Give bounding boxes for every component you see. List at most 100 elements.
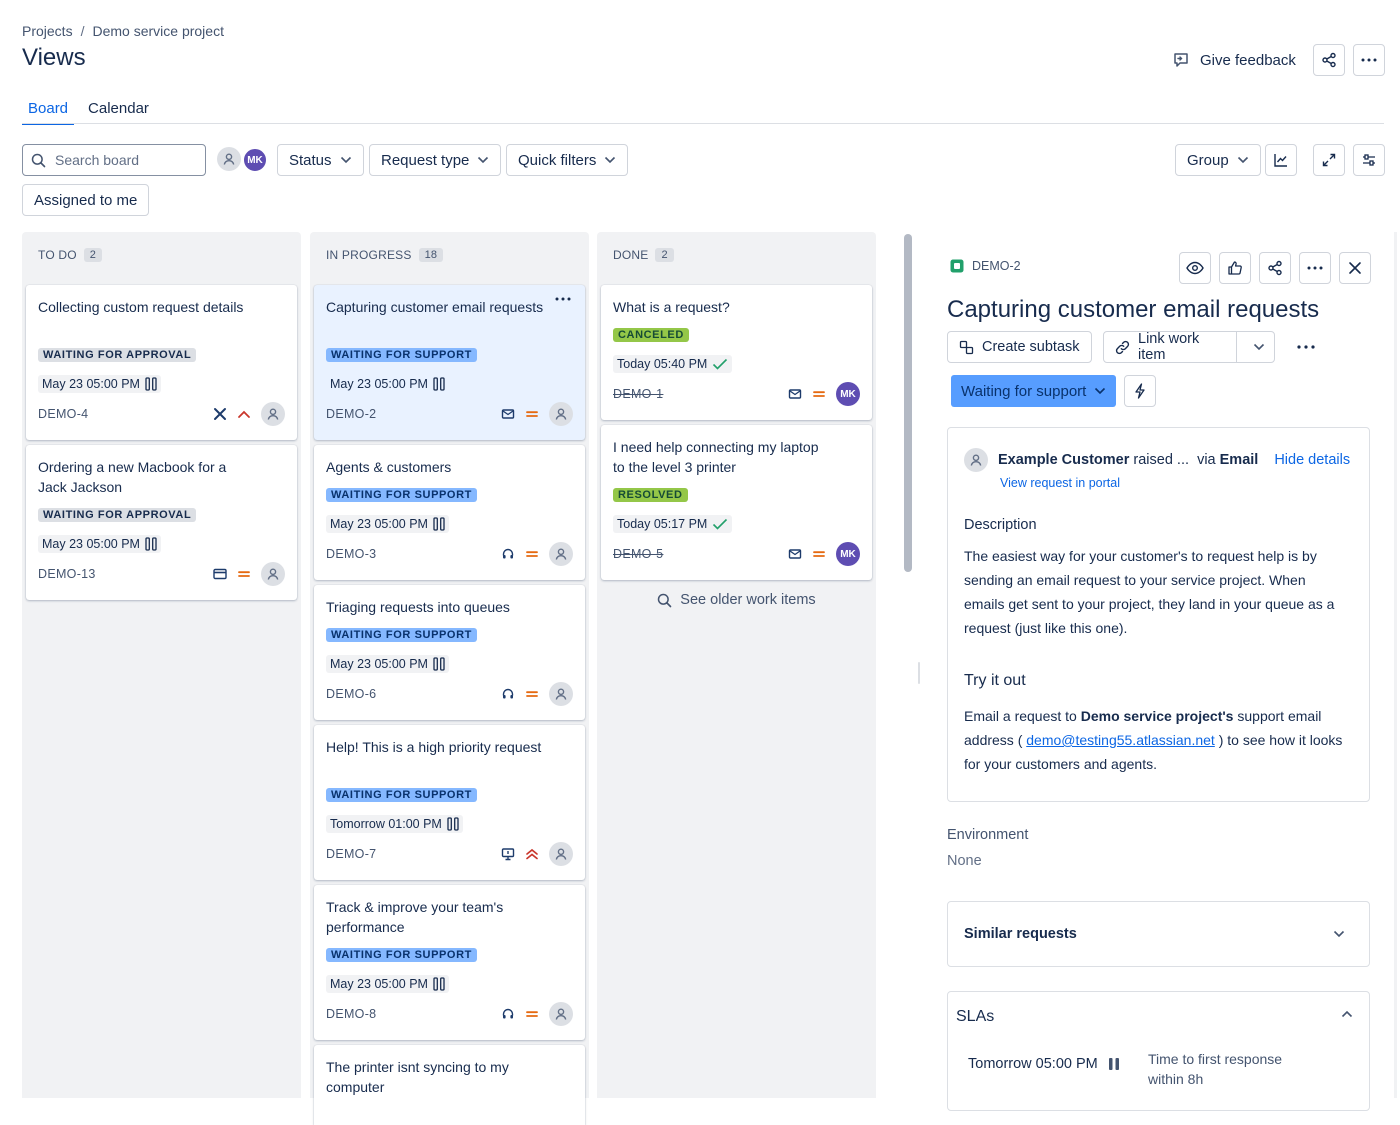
- more-actions-button[interactable]: [1353, 44, 1385, 76]
- group-dropdown[interactable]: Group: [1175, 144, 1261, 176]
- work-item-key[interactable]: DEMO-3: [326, 547, 377, 561]
- more-actions-icon-button[interactable]: [1297, 345, 1315, 349]
- tab-board[interactable]: Board: [22, 96, 75, 125]
- unassigned-avatar[interactable]: [261, 562, 285, 586]
- link-work-item-label: Link work item: [1138, 331, 1200, 363]
- due-date: May 23 05:00 PM: [38, 535, 161, 553]
- board-card[interactable]: Agents & customers WAITING FOR SUPPORT M…: [314, 445, 585, 580]
- status-filter-dropdown[interactable]: Status: [277, 144, 364, 176]
- board-card[interactable]: I need help connecting my laptop to the …: [601, 425, 872, 580]
- board-card[interactable]: What is a request? CANCELED Today 05:40 …: [601, 285, 872, 420]
- search-board-field[interactable]: [22, 144, 206, 176]
- paused-icon: [433, 517, 445, 531]
- close-panel-button[interactable]: [1339, 252, 1371, 284]
- priority-medium-icon: [812, 389, 826, 399]
- work-item-key[interactable]: DEMO-13: [38, 567, 96, 581]
- board-card[interactable]: Collecting custom request details WAITIN…: [26, 285, 297, 440]
- assigned-to-me-filter[interactable]: Assigned to me: [22, 184, 150, 216]
- give-feedback-label: Give feedback: [1200, 51, 1296, 69]
- card-more-button[interactable]: [555, 297, 571, 301]
- board-card[interactable]: Help! This is a high priority request WA…: [314, 725, 585, 880]
- breadcrumb: Projects / Demo service project: [22, 23, 224, 39]
- breadcrumb-project[interactable]: Demo service project: [92, 23, 224, 39]
- subtask-icon: [959, 340, 974, 355]
- unassigned-avatar-filter[interactable]: [217, 147, 241, 171]
- link-work-item-button[interactable]: Link work item: [1103, 331, 1275, 363]
- work-item-key[interactable]: DEMO-6: [326, 687, 377, 701]
- chevron-down-icon[interactable]: [1245, 343, 1274, 351]
- unassigned-avatar[interactable]: [549, 1002, 573, 1026]
- status-lozenge: WAITING FOR SUPPORT: [326, 948, 477, 962]
- chevron-down-icon: [1237, 156, 1249, 164]
- description-text[interactable]: The easiest way for your customer's to r…: [964, 548, 1335, 636]
- similar-requests-section[interactable]: Similar requests: [947, 901, 1370, 967]
- view-settings-button[interactable]: [1353, 144, 1385, 176]
- work-item-key[interactable]: DEMO-4: [38, 407, 89, 421]
- try-it-out-text[interactable]: Email a request to Demo service project'…: [964, 704, 1344, 776]
- board-card[interactable]: Ordering a new Macbook for a Jack Jackso…: [26, 445, 297, 600]
- hide-details-link[interactable]: Hide details: [1274, 452, 1351, 468]
- work-item-key[interactable]: DEMO-5: [613, 547, 664, 561]
- card-meta: [501, 682, 573, 706]
- mk-avatar-filter[interactable]: MK: [242, 147, 268, 173]
- fullscreen-button[interactable]: [1313, 144, 1345, 176]
- tabs-divider: [22, 123, 1384, 124]
- try-project: Demo service project's: [1080, 708, 1234, 724]
- unassigned-avatar[interactable]: [549, 542, 573, 566]
- insights-button[interactable]: [1265, 144, 1297, 176]
- board-card[interactable]: Triaging requests into queues WAITING FO…: [314, 585, 585, 720]
- tab-calendar[interactable]: Calendar: [88, 100, 149, 117]
- similar-requests-label: Similar requests: [964, 926, 1077, 942]
- chevron-up-icon[interactable]: [1341, 1010, 1353, 1018]
- unassigned-avatar[interactable]: [549, 682, 573, 706]
- request-type-filter-dropdown[interactable]: Request type: [369, 144, 502, 176]
- work-item-key[interactable]: DEMO-2: [326, 407, 377, 421]
- board-card[interactable]: The printer isnt syncing to my computer: [314, 1045, 585, 1125]
- panel-resize-handle[interactable]: [918, 662, 920, 684]
- assignee-avatar[interactable]: MK: [836, 382, 860, 406]
- give-feedback-button[interactable]: Give feedback: [1166, 46, 1302, 74]
- create-subtask-button[interactable]: Create subtask: [947, 331, 1092, 363]
- vote-button[interactable]: [1219, 252, 1251, 284]
- environment-value[interactable]: None: [947, 853, 982, 869]
- work-item-key[interactable]: DEMO-7: [326, 847, 377, 861]
- panel-work-item-key[interactable]: DEMO-2: [972, 259, 1021, 273]
- settings-sliders-icon: [1361, 152, 1377, 168]
- view-request-in-portal-link[interactable]: View request in portal: [1000, 476, 1120, 490]
- board-scrollbar[interactable]: [904, 234, 912, 572]
- priority-medium-icon: [812, 549, 826, 559]
- share-button[interactable]: [1313, 44, 1345, 76]
- panel-actions: [1179, 252, 1371, 284]
- due-date-text: May 23 05:00 PM: [42, 537, 140, 551]
- see-older-work-items-button[interactable]: See older work items: [597, 592, 876, 608]
- board-card-selected[interactable]: Capturing customer email requests WAITIN…: [314, 285, 585, 440]
- share-icon: [1267, 260, 1283, 276]
- panel-title[interactable]: Capturing customer email requests: [947, 296, 1320, 323]
- quick-filters-dropdown[interactable]: Quick filters: [506, 144, 629, 176]
- priority-medium-icon: [525, 1009, 539, 1019]
- automation-button[interactable]: [1124, 375, 1156, 407]
- raiser-line: Example Customer raised ... via Email Hi…: [964, 448, 1350, 472]
- unassigned-avatar[interactable]: [549, 402, 573, 426]
- due-date-text: May 23 05:00 PM: [330, 377, 428, 391]
- resolved-date: Today 05:40 PM: [613, 355, 733, 373]
- raiser-suffix: raised ...: [1133, 452, 1189, 468]
- work-item-key[interactable]: DEMO-8: [326, 1007, 377, 1021]
- support-email-link[interactable]: demo@testing55.atlassian.net: [1026, 732, 1215, 748]
- unassigned-avatar[interactable]: [549, 842, 573, 866]
- panel-share-button[interactable]: [1259, 252, 1291, 284]
- check-icon: [712, 358, 728, 370]
- watch-button[interactable]: [1179, 252, 1211, 284]
- assignee-avatar[interactable]: MK: [836, 542, 860, 566]
- status-transition-dropdown[interactable]: Waiting for support: [951, 375, 1117, 407]
- panel-scrollbar[interactable]: [1394, 232, 1397, 1098]
- raiser-name[interactable]: Example Customer: [998, 452, 1130, 468]
- link-icon: [1115, 340, 1130, 355]
- due-date-text: May 23 05:00 PM: [330, 517, 428, 531]
- unassigned-avatar[interactable]: [261, 402, 285, 426]
- panel-more-button[interactable]: [1299, 252, 1331, 284]
- board-card[interactable]: Track & improve your team's performance …: [314, 885, 585, 1040]
- breadcrumb-projects[interactable]: Projects: [22, 23, 73, 39]
- work-item-key[interactable]: DEMO-1: [613, 387, 664, 401]
- search-input[interactable]: [53, 151, 193, 169]
